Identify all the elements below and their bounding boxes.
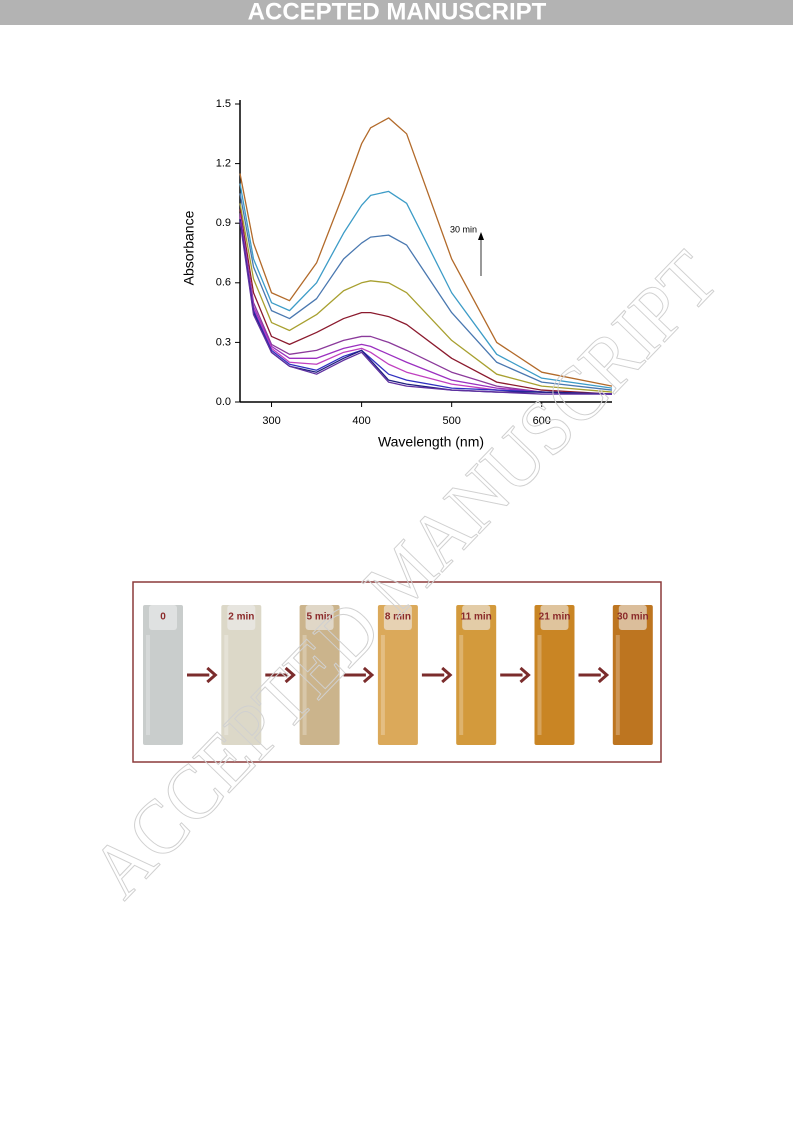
cuvette-shine: [380, 635, 385, 735]
y-tick-label: 1.5: [216, 98, 231, 110]
spectrum-line: [239, 209, 613, 395]
y-axis-label: Absorbance: [181, 210, 197, 285]
arrow-head: [362, 666, 375, 684]
cuvette-label: 5 min: [307, 612, 333, 623]
cuvette-label: 21 min: [539, 612, 571, 623]
cuvette-cap: [618, 605, 647, 630]
cuvette-shine: [146, 635, 150, 735]
annotation: 30 min: [450, 224, 477, 234]
annotation-arrowhead: [478, 232, 484, 240]
cuvette-cap: [462, 605, 491, 630]
x-tick-label: 300: [262, 415, 280, 427]
x-tick-label: 600: [533, 415, 551, 427]
spectrum-line: [239, 217, 613, 395]
spectrum-line: [239, 183, 613, 389]
cuvette: [534, 605, 575, 745]
cuvette: [299, 605, 340, 745]
arrow-head: [441, 666, 453, 684]
spectrum-line: [239, 117, 613, 387]
cuvette-cap: [383, 605, 412, 630]
cuvette-shine: [224, 635, 229, 735]
spectrum-line: [239, 215, 613, 395]
cuvette-shine: [537, 635, 542, 735]
cuvette-cap: [305, 605, 334, 630]
cuvette: [377, 605, 418, 745]
y-tick-label: 0.0: [216, 396, 231, 408]
header-title: ACCEPTED MANUSCRIPT: [248, 0, 547, 25]
cuvette-label: 8 min: [385, 612, 411, 623]
cuvette: [221, 605, 262, 745]
cuvette-cap: [540, 605, 569, 630]
spectrum-line: [239, 213, 613, 395]
arrow-head: [284, 666, 296, 684]
cuvette: [612, 605, 653, 745]
cuvette-cap: [227, 605, 256, 630]
y-tick-label: 0.6: [216, 277, 231, 289]
arrow-head: [597, 666, 610, 684]
header-bar: [0, 0, 793, 25]
arrow-head: [519, 666, 531, 684]
cuvette-label: 0: [160, 612, 166, 623]
x-tick-label: 500: [442, 415, 460, 427]
watermark: ACCEPTED MANUSCRIPT: [74, 234, 734, 913]
cuvette-label: 30 min: [617, 612, 649, 623]
arrow-head: [206, 666, 218, 684]
cuvette: [143, 605, 183, 745]
spectrum-line: [239, 193, 613, 391]
y-tick-label: 1.2: [216, 158, 231, 170]
x-tick-label: 400: [352, 415, 370, 427]
cuvette-shine: [459, 635, 464, 735]
cuvette: [456, 605, 497, 745]
y-tick-label: 0.3: [216, 336, 231, 348]
y-tick-label: 0.9: [216, 217, 231, 229]
spectrum-line: [239, 219, 613, 395]
cuvette-shine: [302, 635, 307, 735]
x-axis-label: Wavelength (nm): [378, 434, 484, 450]
spectrum-line: [239, 221, 612, 395]
cuvette-label: 2 min: [228, 612, 254, 623]
cuvette-cap: [149, 605, 177, 630]
cuvette-label: 11 min: [461, 612, 492, 623]
cuvette-shine: [615, 635, 620, 735]
spectrum-line: [239, 203, 613, 393]
